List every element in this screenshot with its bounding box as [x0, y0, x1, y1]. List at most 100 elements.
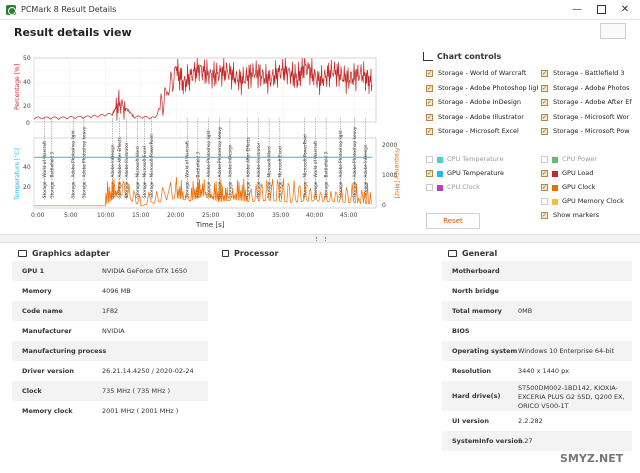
- marker-toggle[interactable]: ✓ Storage - Microsoft Wor: [541, 112, 639, 124]
- view-toggle-button[interactable]: [600, 23, 626, 39]
- info-key: Clock: [22, 387, 42, 395]
- y-tick-temp: 20: [23, 184, 31, 191]
- checkbox-icon: [426, 156, 433, 163]
- y-tick-pct: 40: [23, 79, 31, 86]
- x-tick: 10:00: [97, 212, 115, 219]
- marker-toggle[interactable]: ✓ Storage - World of Warcraft: [426, 68, 538, 80]
- info-key: UI version: [452, 417, 490, 425]
- checkbox-checked-icon: ✓: [426, 128, 433, 135]
- y-tick-pct: 0: [26, 120, 30, 127]
- marker-toggle[interactable]: ✓ Storage - Battlefield 3: [541, 68, 639, 80]
- general-info-row: Motherboard: [442, 261, 632, 281]
- y-tick-pct: 20: [23, 103, 31, 110]
- info-key: SystemInfo version: [452, 437, 523, 445]
- marker-label: Storage - Adobe Illustrator: [438, 112, 524, 121]
- reset-button[interactable]: Reset: [426, 213, 480, 229]
- info-value: NVIDIA GeForce GTX 1650: [102, 267, 188, 275]
- toggle-label: CPU Temperature: [447, 155, 504, 163]
- toggle-label: GPU Temperature: [447, 169, 504, 177]
- legend-swatch: [437, 185, 443, 191]
- checkbox-checked-icon: ✓: [426, 113, 433, 121]
- info-value: 0MB: [518, 307, 533, 315]
- toggle-cpu-clock[interactable]: CPU Clock: [426, 182, 536, 194]
- graphics-info-row: Driver version 26.21.14.4250 / 2020-02-24: [12, 361, 208, 381]
- toggle-cpu-temperature[interactable]: CPU Temperature: [426, 154, 536, 166]
- toggle-gpu-memory-clock[interactable]: GPU Memory Clock: [541, 196, 639, 208]
- info-key: Memory: [22, 287, 52, 295]
- panel-splitter[interactable]: [0, 234, 640, 243]
- x-tick: 40:00: [306, 212, 324, 219]
- chart-icon: [423, 52, 433, 61]
- processor-title: Processor: [234, 249, 279, 258]
- legend-swatch: [552, 157, 558, 163]
- legend-swatch: [552, 199, 558, 205]
- checkbox-checked-icon: ✓: [541, 212, 548, 219]
- general-info-row: North bridge: [442, 281, 632, 301]
- toggle-cpu-power[interactable]: CPU Power: [541, 154, 639, 166]
- marker-label: Storage - Microsoft Excel: [438, 127, 519, 135]
- x-axis-label: Time [s]: [196, 221, 225, 229]
- y-tick-pct: 50: [23, 55, 31, 62]
- y-axis-label-percentage: Percentage [%]: [14, 63, 21, 110]
- marker-toggle[interactable]: ✓ Storage - Microsoft Pow: [541, 126, 639, 138]
- general-info-row: Operating system Windows 10 Enterprise 64…: [442, 341, 632, 361]
- toggle-label: CPU Power: [562, 155, 597, 163]
- marker-label: Storage - Adobe Photoshop light: [438, 83, 538, 92]
- info-value: 1F82: [102, 307, 119, 315]
- marker-toggle[interactable]: ✓ Storage - Adobe InDesign: [426, 97, 538, 109]
- marker-toggle[interactable]: ✓ Storage - Adobe Illustrator: [426, 112, 538, 124]
- info-key: Resolution: [452, 367, 492, 375]
- info-value: 2.2.282: [518, 417, 543, 425]
- marker-label: Storage - Battlefield 3: [553, 69, 625, 77]
- info-value: 4096 MB: [102, 287, 131, 295]
- x-tick: 15:00: [132, 212, 150, 219]
- general-info-row: Resolution 3440 x 1440 px: [442, 361, 632, 381]
- info-key: North bridge: [452, 287, 499, 295]
- checkbox-checked-icon: ✓: [541, 99, 548, 106]
- marker-label: Storage - Microsoft Pow: [553, 127, 630, 135]
- checkbox-icon: [426, 184, 433, 191]
- general-info-row: Total memory 0MB: [442, 301, 632, 321]
- checkbox-checked-icon: ✓: [541, 170, 548, 177]
- toggle-gpu-clock[interactable]: ✓ GPU Clock: [541, 182, 639, 194]
- info-value: 5.27: [518, 437, 533, 445]
- maximize-button[interactable]: [590, 2, 612, 18]
- marker-toggle[interactable]: ✓ Storage - Adobe Photoshop light: [426, 83, 538, 95]
- result-chart: [10, 48, 418, 233]
- checkbox-checked-icon: ✓: [426, 170, 433, 177]
- general-info-row: SystemInfo version 5.27: [442, 431, 632, 451]
- minimize-button[interactable]: —: [572, 4, 582, 15]
- marker-toggle[interactable]: ✓ Storage - Microsoft Excel: [426, 126, 538, 138]
- info-key: Code name: [22, 307, 63, 315]
- general-title: General: [462, 249, 498, 258]
- marker-label: Storage - Microsoft Wor: [553, 112, 630, 121]
- toggle-label: GPU Clock: [562, 183, 596, 191]
- marker-label: Storage - Adobe After Ef: [553, 98, 632, 106]
- info-value: 3440 x 1440 px: [518, 367, 570, 375]
- marker-label: Storage - Adobe Photos: [553, 83, 630, 92]
- info-key: GPU 1: [22, 267, 45, 275]
- toggle-gpu-temperature[interactable]: ✓ GPU Temperature: [426, 168, 536, 180]
- info-key: Operating system: [452, 347, 518, 355]
- marker-toggle[interactable]: ✓ Storage - Adobe Photos: [541, 83, 639, 95]
- toggle-label: CPU Clock: [447, 183, 480, 191]
- info-key: Driver version: [22, 367, 74, 375]
- graphics-info-row: GPU 1 NVIDIA GeForce GTX 1650: [12, 261, 208, 281]
- x-tick: 20:00: [167, 212, 185, 219]
- window-title: PCMark 8 Result Details: [21, 5, 117, 14]
- graphics-info-row: Code name 1F82: [12, 301, 208, 321]
- close-button[interactable]: ✕: [620, 4, 630, 15]
- info-key: Memory clock: [22, 407, 73, 415]
- y-axis-label-temperature: Temperature [°C]: [14, 148, 21, 200]
- general-info-row: UI version 2.2.282: [442, 411, 632, 431]
- toggle-gpu-load[interactable]: ✓ GPU Load: [541, 168, 639, 180]
- laptop-icon: [448, 250, 457, 257]
- info-value: ST500DM002-1BD142, KIOXIA-EXCERIA PLUS G…: [518, 384, 625, 410]
- chart-controls-title: Chart controls: [437, 52, 502, 61]
- info-value: Windows 10 Enterprise 64-bit: [518, 347, 615, 355]
- checkbox-checked-icon: ✓: [541, 70, 548, 77]
- marker-toggle[interactable]: ✓ Storage - Adobe After Ef: [541, 97, 639, 109]
- info-key: Motherboard: [452, 267, 500, 275]
- toggle-show-markers[interactable]: ✓ Show markers: [541, 210, 639, 222]
- graphics-info-row: Memory clock 2001 MHz ( 2001 MHz ): [12, 401, 208, 421]
